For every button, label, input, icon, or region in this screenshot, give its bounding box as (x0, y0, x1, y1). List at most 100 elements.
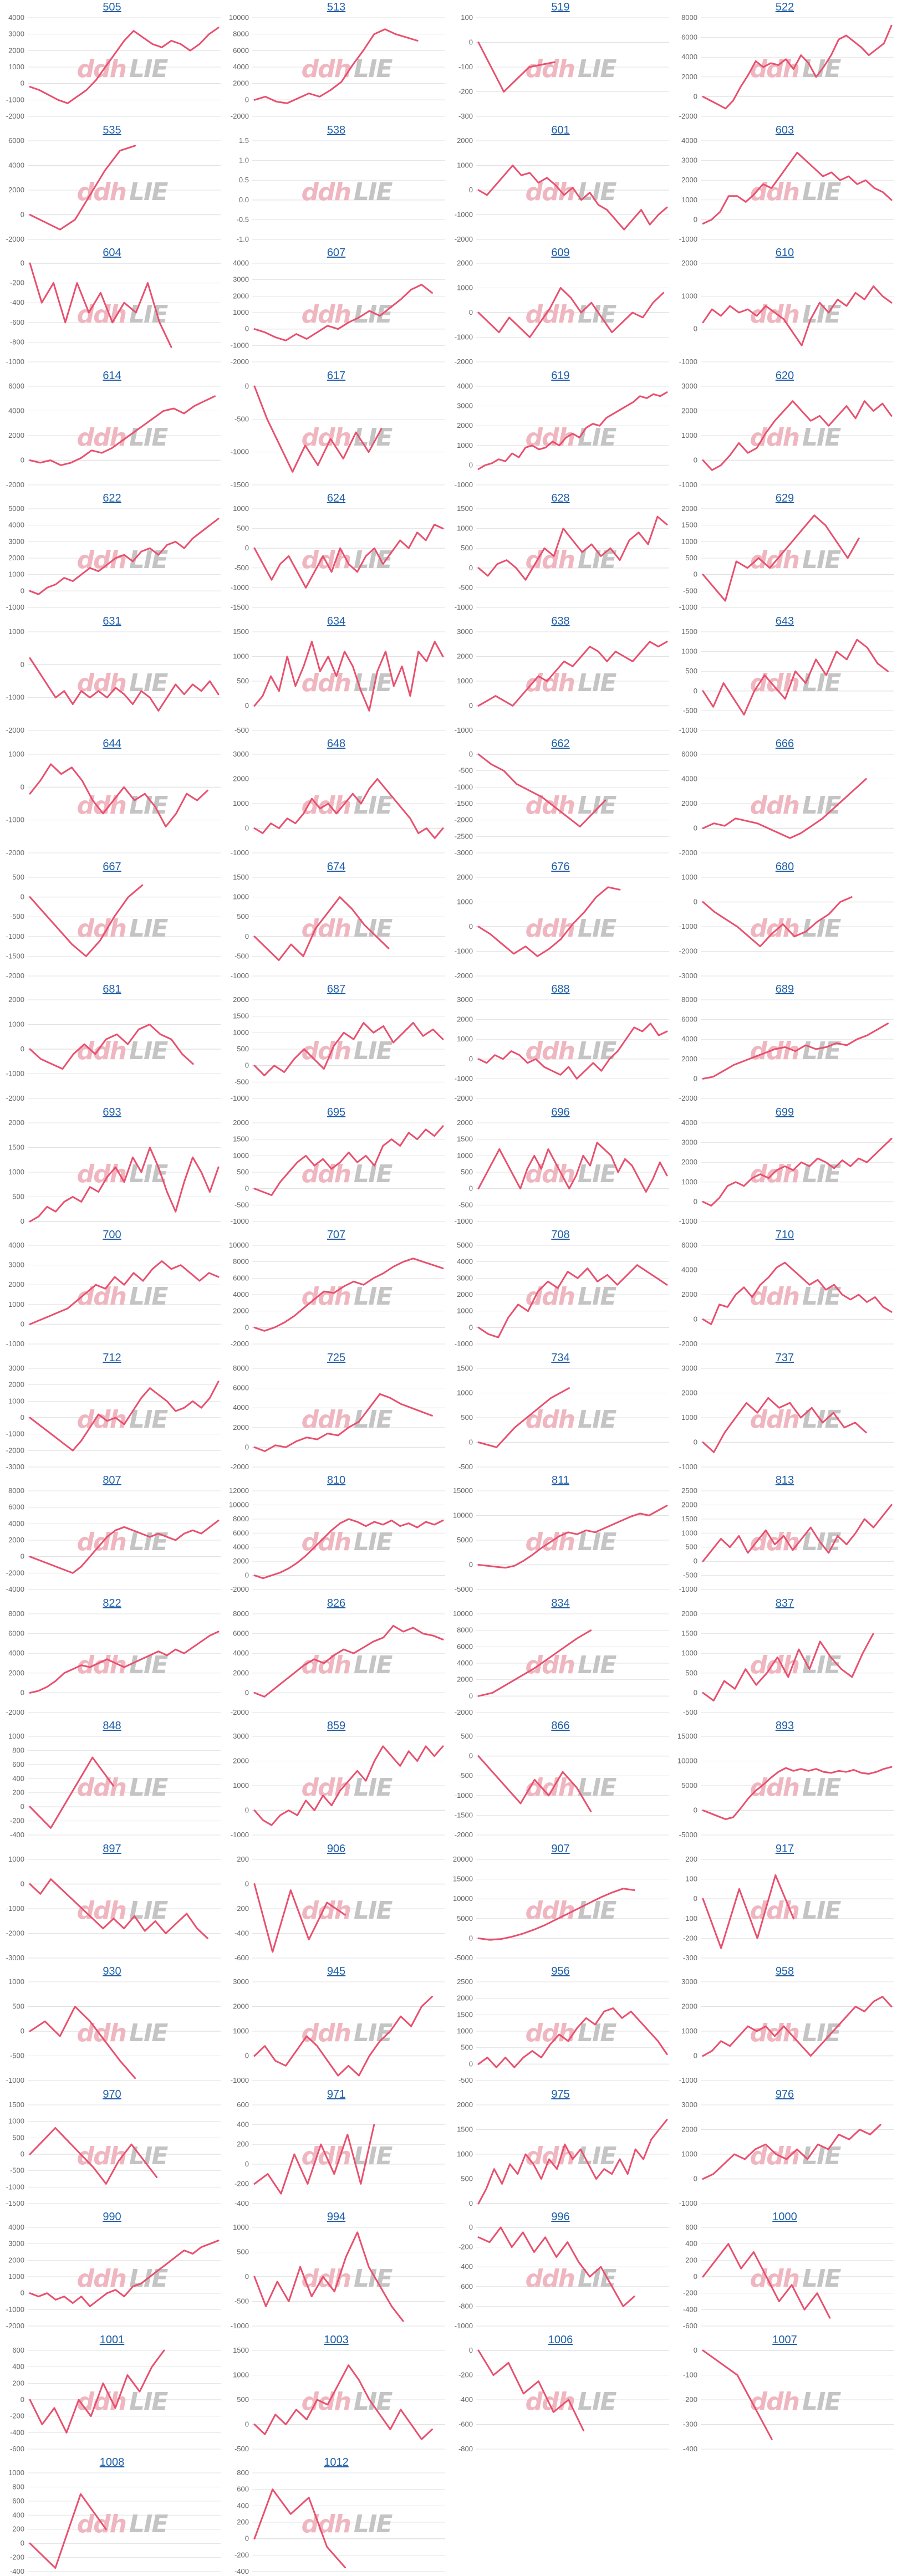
watermark-right: LIE (802, 1405, 840, 1434)
chart-title-link[interactable]: 848 (103, 1720, 121, 1732)
chart-title-link[interactable]: 971 (327, 2088, 346, 2100)
chart-title-link[interactable]: 620 (775, 369, 794, 382)
chart-title-link[interactable]: 1012 (324, 2456, 349, 2468)
chart-title-link[interactable]: 513 (327, 1, 346, 13)
chart-title-link[interactable]: 601 (551, 124, 570, 136)
chart-title-link[interactable]: 725 (327, 1351, 346, 1364)
chart-title-link[interactable]: 700 (103, 1229, 121, 1241)
chart-title-link[interactable]: 604 (103, 247, 121, 259)
chart-title-link[interactable]: 734 (551, 1351, 570, 1364)
chart-title-link[interactable]: 811 (552, 1474, 569, 1486)
chart-title-link[interactable]: 634 (327, 615, 346, 627)
chart-title-link[interactable]: 945 (327, 1965, 346, 1977)
chart-893: 893 -5000 0 5000 10000 15000 ddh LIE (673, 1719, 897, 1839)
chart-title-link[interactable]: 624 (327, 492, 346, 504)
chart-title-link[interactable]: 707 (327, 1229, 346, 1241)
chart-title-link[interactable]: 1008 (99, 2456, 125, 2468)
chart-title-link[interactable]: 643 (775, 615, 794, 627)
chart-title-link[interactable]: 917 (775, 1842, 794, 1855)
chart-title-link[interactable]: 975 (551, 2088, 570, 2100)
chart-title-link[interactable]: 505 (103, 1, 121, 13)
chart-title-link[interactable]: 1006 (548, 2333, 573, 2346)
chart-title-link[interactable]: 712 (103, 1351, 121, 1364)
chart-title-link[interactable]: 976 (775, 2088, 794, 2100)
watermark-logo: ddh LIE (77, 2265, 169, 2293)
chart-title-link[interactable]: 699 (775, 1106, 794, 1118)
chart-title-link[interactable]: 996 (551, 2211, 570, 2223)
chart-title-link[interactable]: 688 (551, 983, 570, 995)
watermark-left: ddh (526, 2265, 574, 2293)
chart-title-link[interactable]: 826 (327, 1597, 346, 1609)
chart-title-link[interactable]: 990 (103, 2211, 121, 2223)
watermark-left: ddh (526, 914, 574, 943)
chart-title-link[interactable]: 897 (103, 1842, 121, 1855)
chart-title-link[interactable]: 689 (775, 983, 794, 995)
chart-title-link[interactable]: 622 (103, 492, 121, 504)
chart-title-link[interactable]: 696 (551, 1106, 570, 1118)
series-line (477, 2349, 585, 2431)
chart-title-link[interactable]: 810 (327, 1474, 346, 1486)
chart-title-link[interactable]: 958 (775, 1965, 794, 1977)
chart-title-link[interactable]: 644 (103, 738, 121, 750)
chart-610: 610 -1000 0 1000 2000 ddh LIE (673, 246, 897, 366)
chart-title-link[interactable]: 667 (103, 860, 121, 873)
chart-title-link[interactable]: 813 (775, 1474, 794, 1486)
chart-title-link[interactable]: 970 (103, 2088, 121, 2100)
chart-title-link[interactable]: 906 (327, 1842, 346, 1855)
chart-title-link[interactable]: 695 (327, 1106, 346, 1118)
chart-title-link[interactable]: 687 (327, 983, 346, 995)
chart-title-link[interactable]: 956 (551, 1965, 570, 1977)
chart-title-link[interactable]: 708 (551, 1229, 570, 1241)
line-chart: -400 -300 -200 -100 0 ddh LIE (682, 2346, 894, 2453)
chart-title-link[interactable]: 610 (775, 247, 794, 259)
chart-title-link[interactable]: 680 (775, 860, 794, 873)
chart-title-link[interactable]: 930 (103, 1965, 121, 1977)
chart-title-link[interactable]: 648 (327, 738, 346, 750)
chart-title-link[interactable]: 603 (775, 124, 794, 136)
chart-title-link[interactable]: 614 (103, 369, 121, 382)
chart-title-link[interactable]: 609 (551, 247, 570, 259)
chart-title-link[interactable]: 674 (327, 860, 346, 873)
y-tick-label: 0 (469, 1752, 473, 1760)
chart-title-link[interactable]: 631 (103, 615, 121, 627)
chart-title-link[interactable]: 681 (103, 983, 121, 995)
y-tick-label: 200 (237, 1855, 249, 1863)
chart-title-link[interactable]: 666 (775, 738, 794, 750)
chart-title-link[interactable]: 535 (103, 124, 121, 136)
chart-title-link[interactable]: 519 (551, 1, 570, 13)
series-line (253, 28, 419, 104)
series-line (29, 144, 136, 231)
chart-title-link[interactable]: 1000 (772, 2211, 797, 2223)
chart-title-link[interactable]: 834 (551, 1597, 570, 1609)
chart-title-link[interactable]: 607 (327, 247, 346, 259)
y-tick-label: 2000 (233, 1757, 249, 1765)
watermark-left: ddh (77, 1773, 126, 1802)
chart-title-link[interactable]: 907 (551, 1842, 570, 1855)
chart-title-link[interactable]: 629 (775, 492, 794, 504)
chart-title-link[interactable]: 662 (551, 738, 570, 750)
chart-title-link[interactable]: 617 (327, 369, 346, 382)
chart-title-link[interactable]: 1001 (99, 2333, 125, 2346)
chart-title-link[interactable]: 893 (775, 1720, 794, 1732)
chart-title-link[interactable]: 866 (551, 1720, 570, 1732)
line-chart: -2000 -1000 0 1000 2000 3000 4000 ddh LIE (230, 259, 445, 366)
chart-title-link[interactable]: 737 (775, 1351, 794, 1364)
chart-title-link[interactable]: 676 (551, 860, 570, 873)
chart-title-link[interactable]: 628 (551, 492, 570, 504)
chart-title-link[interactable]: 859 (327, 1720, 346, 1732)
chart-title-link[interactable]: 538 (327, 124, 346, 136)
chart-title-link[interactable]: 522 (775, 1, 794, 13)
chart-title-link[interactable]: 822 (103, 1597, 121, 1609)
y-tick-label: -500 (234, 2445, 248, 2453)
chart-title-link[interactable]: 710 (775, 1229, 794, 1241)
chart-title-link[interactable]: 994 (327, 2211, 346, 2223)
chart-title-link[interactable]: 619 (551, 369, 570, 382)
chart-title-link[interactable]: 638 (551, 615, 570, 627)
chart-title-link[interactable]: 1003 (324, 2333, 349, 2346)
chart-title-link[interactable]: 807 (103, 1474, 121, 1486)
y-tick-label: 2000 (681, 1388, 697, 1397)
chart-title-link[interactable]: 837 (775, 1597, 794, 1609)
chart-title-link[interactable]: 693 (103, 1106, 121, 1118)
chart-title-link[interactable]: 1007 (772, 2333, 797, 2346)
